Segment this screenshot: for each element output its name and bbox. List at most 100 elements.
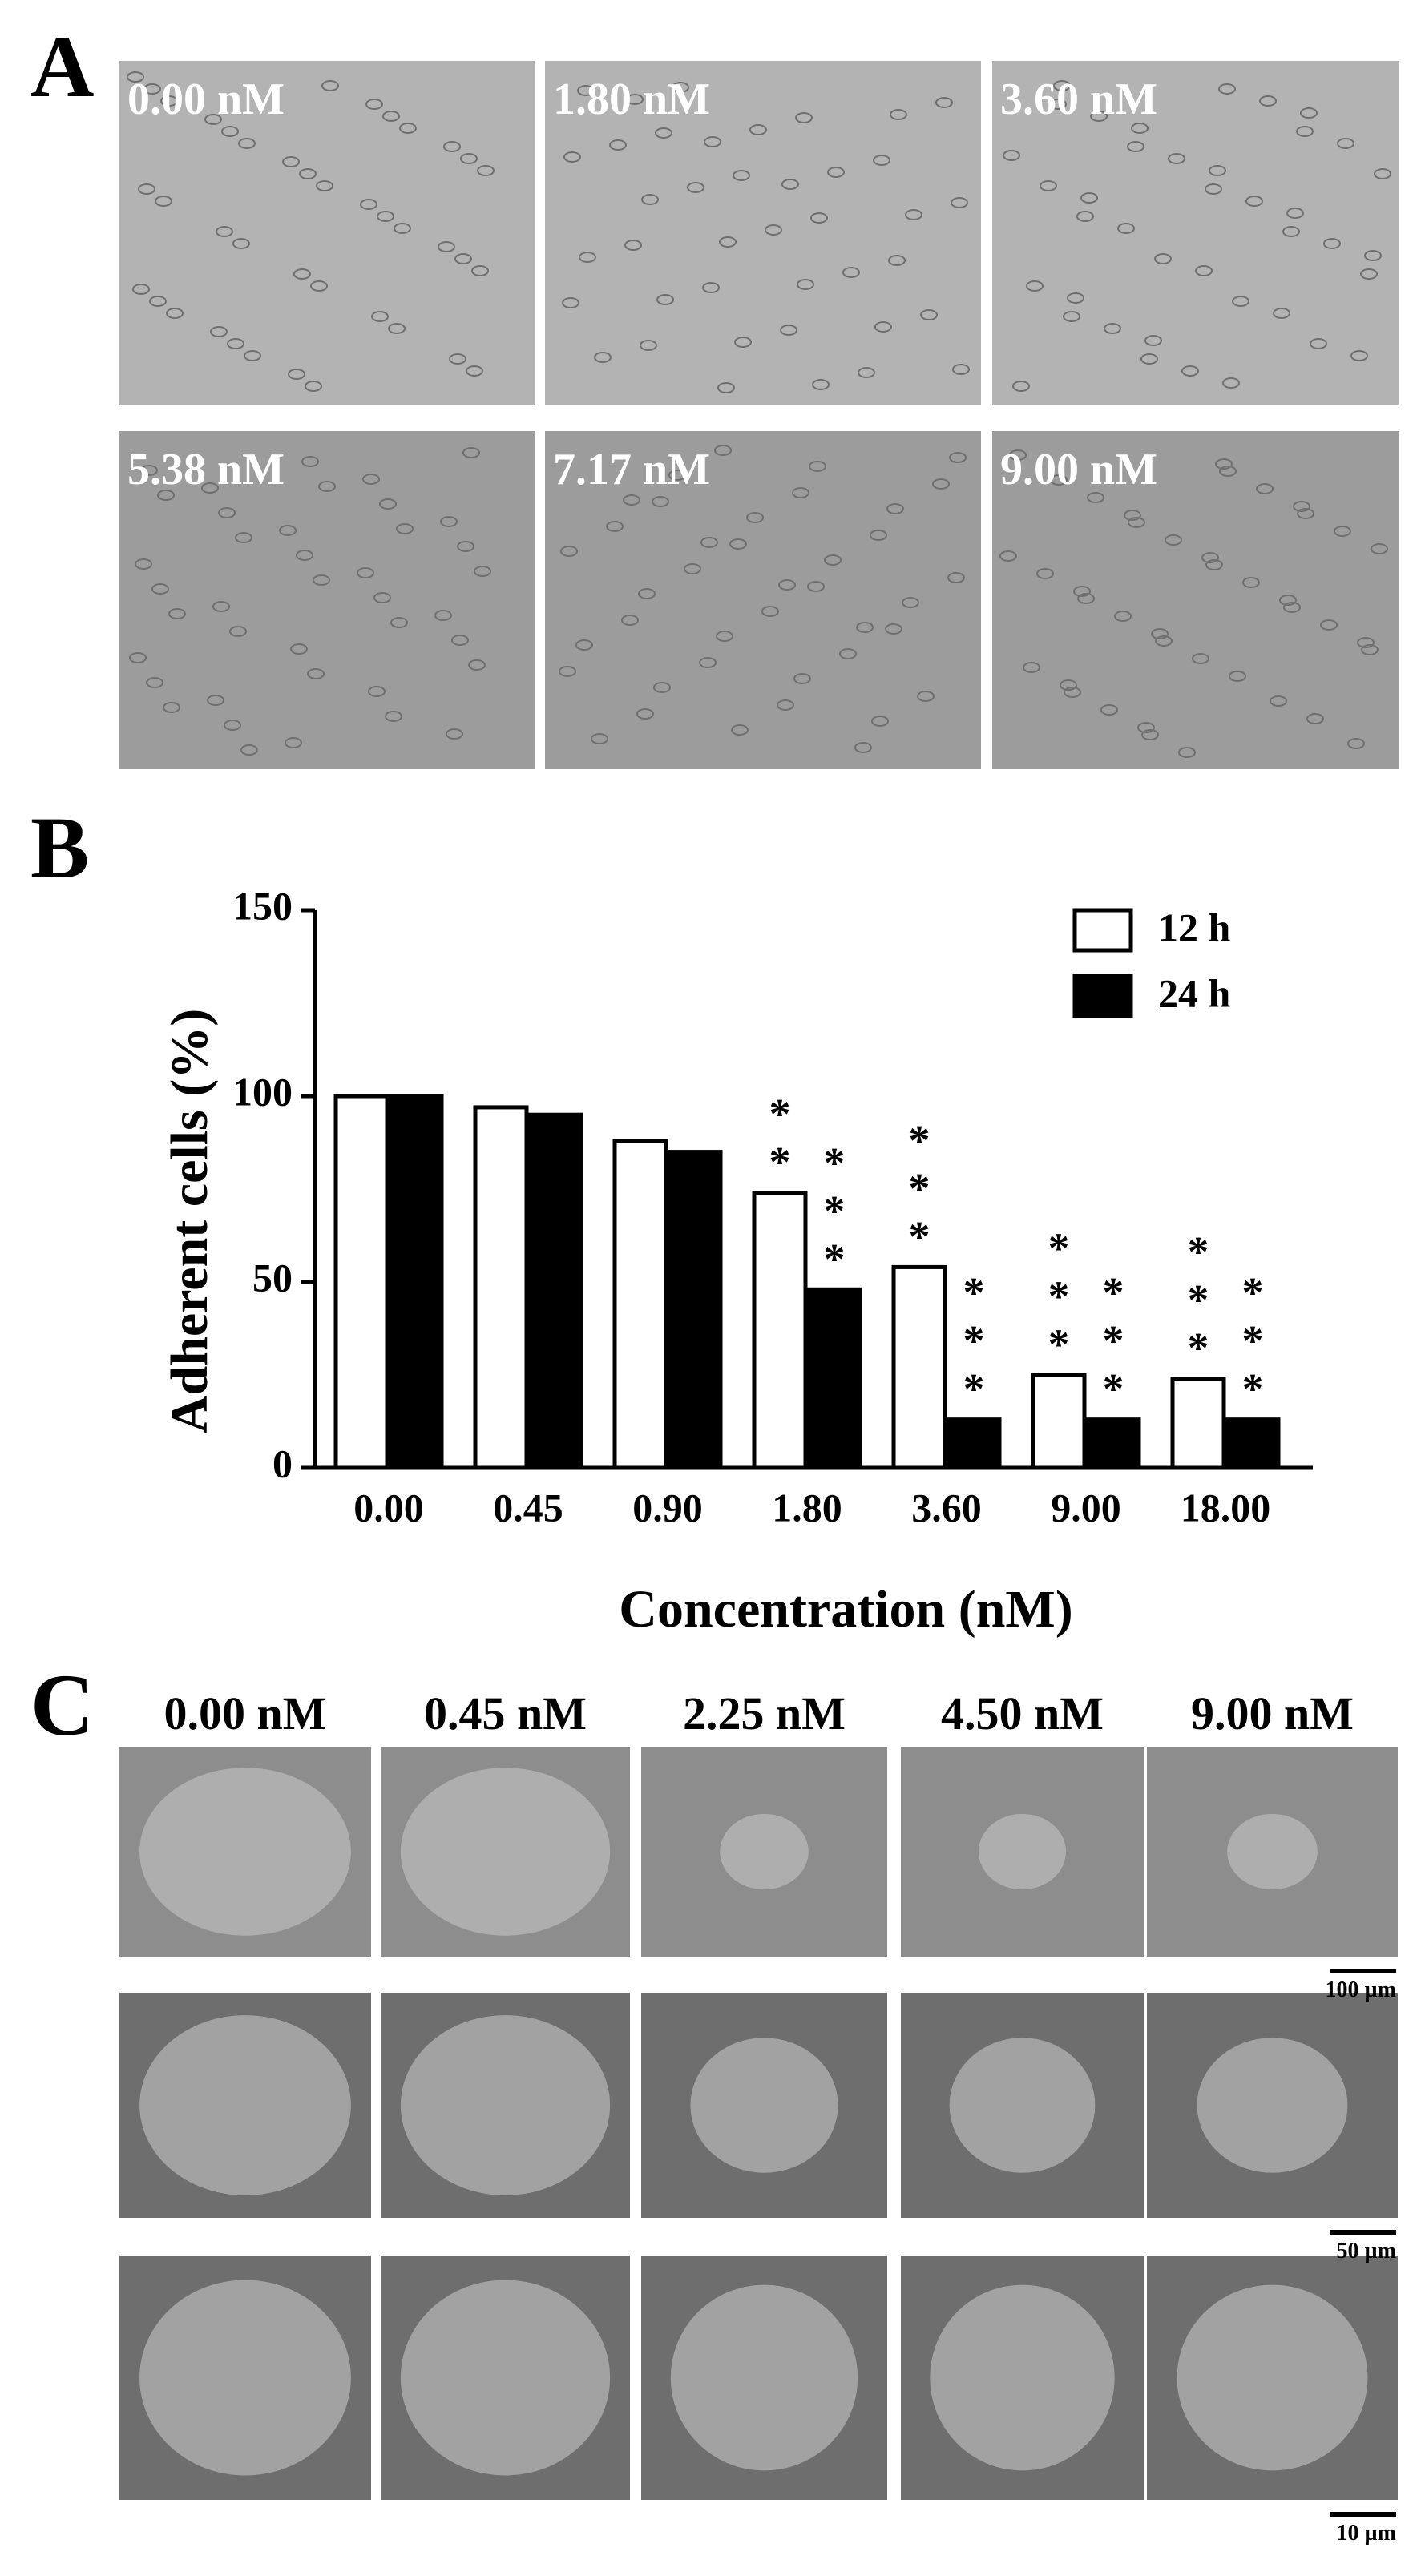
cell (1209, 165, 1226, 176)
y-tick-label: 0 (272, 1441, 293, 1486)
cell (1009, 449, 1027, 461)
cell (1232, 296, 1249, 307)
cell (670, 2284, 858, 2471)
micrograph (545, 431, 981, 769)
cell (1360, 268, 1378, 280)
cell (793, 673, 811, 684)
cell (1128, 517, 1145, 528)
cell (621, 615, 639, 626)
cell (1256, 483, 1274, 494)
cell (653, 682, 671, 693)
cell (652, 496, 669, 507)
cell (1127, 141, 1144, 152)
bar (527, 1112, 583, 1470)
cell (149, 296, 167, 307)
cell (238, 138, 256, 149)
cell (641, 194, 659, 205)
column-label: 9.00 nM (1191, 1687, 1354, 1740)
bar (752, 1191, 808, 1470)
cell (1283, 602, 1301, 613)
cell (229, 626, 247, 637)
cell (780, 325, 797, 336)
cell (1300, 107, 1318, 119)
cell (394, 223, 411, 234)
image-label: 7.17 nM (553, 445, 710, 494)
cell (466, 365, 483, 377)
cell (559, 666, 576, 677)
cell (139, 2015, 351, 2195)
cell (168, 608, 186, 619)
bar (612, 1139, 668, 1470)
cell (285, 737, 302, 748)
cell (204, 114, 222, 125)
cell (810, 212, 828, 224)
cell (240, 744, 258, 756)
cell (626, 94, 644, 105)
cell (1279, 595, 1297, 606)
cell (1036, 568, 1054, 579)
cell (1320, 619, 1338, 631)
cell (562, 297, 579, 308)
cell (1205, 183, 1222, 195)
cell (1350, 350, 1368, 361)
cell (1073, 586, 1091, 597)
cell (1076, 211, 1094, 222)
cell (1347, 738, 1365, 749)
cell (720, 1813, 809, 1890)
cell (1155, 635, 1173, 647)
cell (1201, 552, 1219, 563)
micrograph (119, 431, 535, 769)
x-tick-label: 3.60 (911, 1485, 982, 1530)
cell (454, 253, 472, 264)
cell (778, 579, 796, 591)
cell (299, 168, 317, 179)
cell (362, 474, 380, 485)
cell (146, 677, 163, 688)
cell (400, 2015, 611, 2195)
cell (310, 280, 328, 292)
cell (717, 382, 735, 393)
cell (1090, 111, 1108, 122)
cell (138, 183, 155, 195)
significance: *** (1089, 1269, 1137, 1413)
cell (313, 574, 330, 586)
cell (797, 279, 814, 290)
cell (1144, 335, 1162, 346)
cell (382, 111, 400, 122)
y-tick-label: 150 (232, 883, 293, 928)
cell (434, 610, 452, 621)
cell (1297, 508, 1314, 519)
micrograph (992, 431, 1399, 769)
cell (1040, 180, 1057, 191)
cell (438, 241, 455, 252)
cell (636, 708, 654, 720)
cell (446, 728, 463, 740)
x-tick-label: 0.45 (493, 1485, 563, 1530)
cell (1227, 1813, 1318, 1890)
cell (474, 566, 491, 577)
cell (1026, 280, 1044, 292)
cell (807, 581, 825, 592)
cell (672, 82, 689, 93)
cell (890, 109, 907, 120)
cell (224, 720, 241, 731)
cell (1003, 150, 1020, 161)
cell (1063, 311, 1080, 322)
cell (700, 537, 718, 548)
legend-swatch (1072, 908, 1133, 953)
micrograph (992, 61, 1399, 405)
cell (471, 265, 489, 276)
cell (1064, 687, 1081, 698)
cell (301, 456, 319, 467)
cell (560, 546, 578, 557)
cell (135, 558, 152, 570)
y-tick-label: 50 (252, 1255, 293, 1300)
cell (232, 238, 250, 249)
cell (1049, 99, 1067, 110)
cell (1141, 729, 1159, 740)
cell (1259, 95, 1277, 107)
cell (388, 323, 406, 334)
cell (1219, 466, 1237, 477)
legend-label: 12 h (1158, 905, 1231, 949)
cell (734, 337, 752, 348)
